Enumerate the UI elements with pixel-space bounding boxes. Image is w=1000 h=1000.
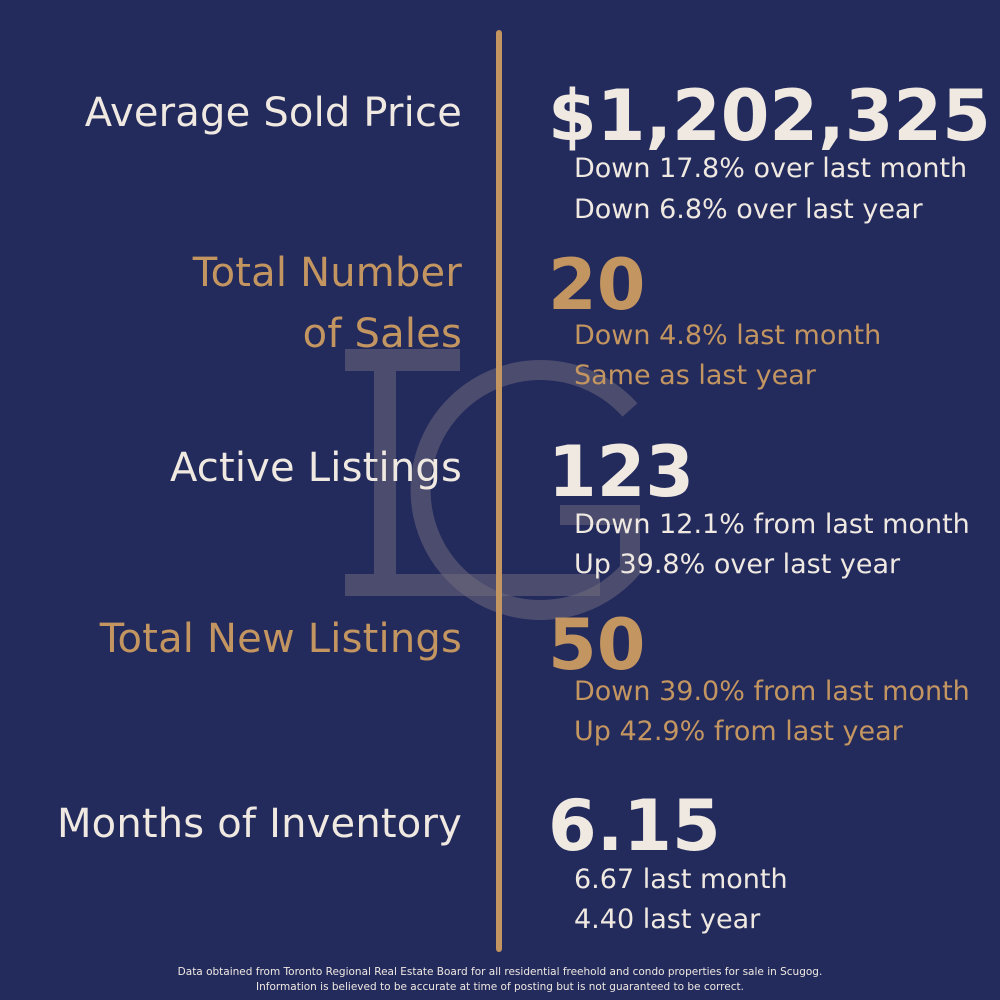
new-listings-label: Total New Listings bbox=[99, 616, 462, 662]
average-sold-price-value: $1,202,325 bbox=[548, 75, 991, 157]
average-sold-price-note-month: Down 17.8% over last month bbox=[574, 153, 968, 184]
data-disclaimer: Data obtained from Toronto Regional Real… bbox=[0, 965, 1000, 995]
average-sold-price-note-year: Down 6.8% over last year bbox=[574, 194, 923, 225]
total-sales-label-line2: of Sales bbox=[302, 311, 462, 357]
months-inventory-note-year: 4.40 last year bbox=[574, 904, 761, 935]
total-sales-note-month: Down 4.8% last month bbox=[574, 320, 882, 351]
active-listings-note-year: Up 39.8% over last year bbox=[574, 549, 901, 580]
disclaimer-line-2: Information is believed to be accurate a… bbox=[256, 981, 744, 993]
center-divider bbox=[496, 30, 502, 952]
months-inventory-value: 6.15 bbox=[548, 785, 721, 867]
new-listings-note-year: Up 42.9% from last year bbox=[574, 716, 903, 747]
new-listings-value: 50 bbox=[548, 604, 646, 686]
active-listings-value: 123 bbox=[548, 431, 695, 513]
months-inventory-note-month: 6.67 last month bbox=[574, 864, 788, 895]
total-sales-value: 20 bbox=[548, 244, 646, 326]
lg-monogram-logo bbox=[345, 349, 640, 620]
new-listings-note-month: Down 39.0% from last month bbox=[574, 676, 970, 707]
disclaimer-line-1: Data obtained from Toronto Regional Real… bbox=[177, 966, 823, 978]
active-listings-note-month: Down 12.1% from last month bbox=[574, 509, 970, 540]
months-inventory-label: Months of Inventory bbox=[56, 801, 462, 847]
average-sold-price-label: Average Sold Price bbox=[84, 90, 462, 136]
total-sales-label-line1: Total Number bbox=[192, 250, 462, 296]
active-listings-label: Active Listings bbox=[169, 445, 462, 491]
total-sales-note-year: Same as last year bbox=[574, 360, 816, 391]
